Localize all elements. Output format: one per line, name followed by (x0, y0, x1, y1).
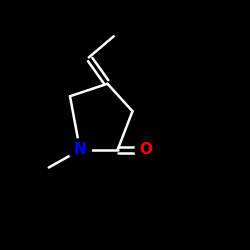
Circle shape (69, 139, 91, 161)
Text: N: N (74, 142, 86, 158)
Circle shape (135, 139, 158, 161)
Text: O: O (140, 142, 153, 158)
